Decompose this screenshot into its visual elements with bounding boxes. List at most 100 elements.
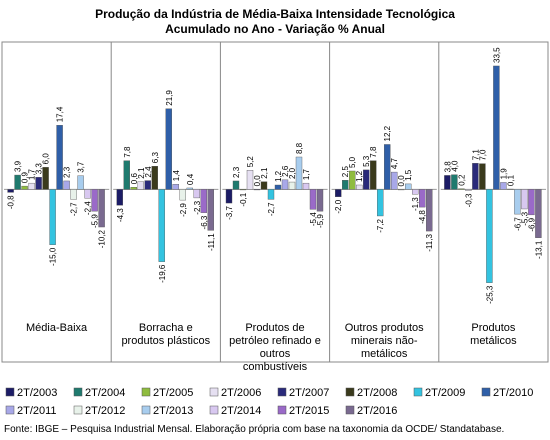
data-label: 1,2 xyxy=(274,170,283,182)
data-label: -19,6 xyxy=(158,264,167,283)
bar xyxy=(42,167,49,190)
data-label: 3,9 xyxy=(14,160,23,172)
data-label: -4,3 xyxy=(116,208,125,222)
bar xyxy=(335,189,342,198)
bar xyxy=(207,189,215,231)
bar xyxy=(63,180,70,190)
bar xyxy=(370,160,377,190)
bar xyxy=(309,189,317,210)
data-label: -2,3 xyxy=(193,200,202,214)
bar xyxy=(500,182,507,190)
data-label: 7,8 xyxy=(123,146,132,158)
data-label: -5,3 xyxy=(520,211,529,225)
bar xyxy=(419,189,426,208)
bar xyxy=(253,189,261,191)
data-label: -7,2 xyxy=(376,218,385,232)
data-label: -4,8 xyxy=(418,210,427,224)
data-label: -5,9 xyxy=(316,214,325,228)
data-label: 7,8 xyxy=(369,146,378,158)
bar xyxy=(426,189,433,232)
bar xyxy=(405,183,412,190)
source-note: Fonte: IBGE – Pesquisa Industrial Mensal… xyxy=(4,424,504,435)
data-label: 5,0 xyxy=(348,156,357,168)
bar xyxy=(391,171,398,190)
data-label: 0,6 xyxy=(130,173,139,185)
data-label: 7,0 xyxy=(478,149,487,161)
bar xyxy=(377,189,384,217)
legend-label: 2T/2005 xyxy=(153,387,193,399)
legend-swatch xyxy=(73,387,83,397)
data-label: 2,4 xyxy=(144,166,153,178)
legend-swatch xyxy=(277,387,287,397)
data-label: 8,8 xyxy=(295,142,304,154)
bar xyxy=(91,189,98,212)
bar xyxy=(158,189,166,262)
legend-swatch xyxy=(5,405,15,415)
data-label: 0,2 xyxy=(457,174,466,186)
legend-swatch xyxy=(209,405,219,415)
bar xyxy=(493,65,500,190)
category-label: Produtos de petróleo refinado e outros c… xyxy=(229,322,321,373)
chart-title: Produção da Indústria de Média-Baixa Int… xyxy=(95,7,455,21)
data-label: -6,9 xyxy=(527,217,536,231)
bar xyxy=(49,189,56,245)
bar xyxy=(165,108,173,190)
bar xyxy=(77,175,84,190)
data-label: 2,3 xyxy=(232,166,241,178)
legend-swatch xyxy=(277,405,287,415)
legend-label: 2T/2009 xyxy=(425,387,465,399)
legend-swatch xyxy=(73,405,83,415)
data-label: -13,1 xyxy=(534,240,543,259)
legend-label: 2T/2013 xyxy=(153,405,193,417)
data-label: 2,1 xyxy=(137,167,146,179)
bar xyxy=(123,160,131,190)
bar xyxy=(14,174,21,190)
legend-swatch xyxy=(141,387,151,397)
data-label: 5,3 xyxy=(362,155,371,167)
bar xyxy=(444,175,451,190)
bar xyxy=(274,184,282,190)
bar xyxy=(349,170,356,190)
bar xyxy=(21,185,28,190)
data-label: 6,0 xyxy=(42,153,51,165)
bar xyxy=(70,189,77,200)
legend-swatch xyxy=(141,405,151,415)
data-label: 3,7 xyxy=(77,161,86,173)
data-label: 1,7 xyxy=(302,168,311,180)
data-label: -6,3 xyxy=(200,215,209,229)
legend-swatch xyxy=(345,405,355,415)
data-label: 0,1 xyxy=(506,174,515,186)
data-label: 3,8 xyxy=(443,161,452,173)
bar xyxy=(521,189,528,210)
data-label: 33,5 xyxy=(492,47,501,63)
bar xyxy=(451,174,458,190)
category-label: Média-Baixa xyxy=(26,322,88,334)
data-label: 2,0 xyxy=(288,167,297,179)
bar xyxy=(144,180,152,190)
bar xyxy=(130,187,138,190)
bar xyxy=(384,144,391,190)
bar xyxy=(260,181,268,190)
bar xyxy=(172,184,180,190)
data-label: 7,1 xyxy=(471,149,480,161)
data-label: 6,3 xyxy=(151,152,160,164)
bar xyxy=(200,189,208,213)
bar xyxy=(35,177,42,190)
data-label: 1,2 xyxy=(355,170,364,182)
bar xyxy=(84,189,91,199)
bar xyxy=(116,189,124,206)
data-label: -1,3 xyxy=(411,197,420,211)
bar xyxy=(186,187,194,190)
data-label: 0,0 xyxy=(397,175,406,187)
bar xyxy=(458,188,465,190)
bar xyxy=(288,181,296,190)
data-label: -2,7 xyxy=(267,202,276,216)
bar xyxy=(232,180,240,190)
category-label: Produtos metálicos xyxy=(470,322,517,347)
data-label: 2,3 xyxy=(63,166,72,178)
data-label: 1,7 xyxy=(28,168,37,180)
bar xyxy=(412,189,419,195)
bar xyxy=(363,169,370,190)
